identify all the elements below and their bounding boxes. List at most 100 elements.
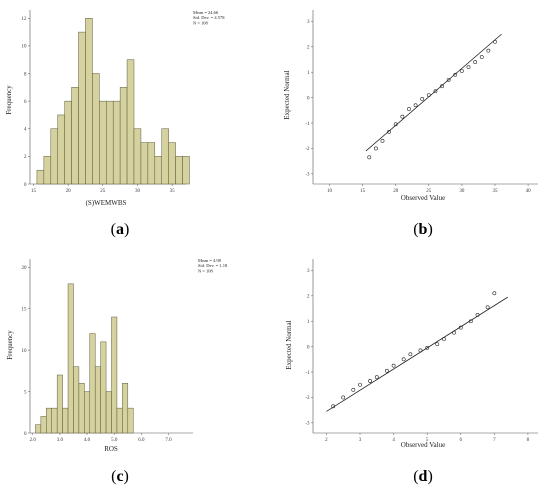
x-tick-label: 30	[459, 189, 465, 194]
x-tick-label: 25	[426, 189, 432, 194]
histogram-bar	[67, 283, 74, 434]
qq-point	[466, 65, 471, 70]
x-tick-label: 25	[100, 189, 106, 194]
histogram-bar	[57, 114, 65, 185]
qq-point	[407, 107, 411, 111]
y-tick-label: 3	[307, 20, 310, 25]
stats-line: Std. Dev. = 1.18	[198, 263, 228, 268]
histogram-bar	[100, 341, 107, 434]
histogram-bar	[43, 156, 52, 185]
histogram-bar	[161, 128, 169, 185]
qq-point	[420, 97, 425, 101]
histogram-bar	[119, 87, 128, 185]
histogram-bar	[99, 100, 107, 185]
y-tick-label: 0	[24, 183, 27, 188]
y-tick-label: 3	[307, 269, 310, 274]
qq-point	[479, 55, 484, 59]
x-tick-label: 5	[426, 438, 429, 443]
y-tick-label: 15	[22, 308, 28, 313]
qq-point	[492, 291, 497, 296]
qq-point	[373, 146, 378, 151]
histogram-bar	[50, 128, 58, 185]
y-tick-label: 1	[307, 71, 310, 76]
chart-panel-3: 2.0 3.0 4.0 5.0 6.0 7.0 0 5 10 15 20 Mean = 4.98Std…	[6, 258, 228, 485]
qq-point	[426, 93, 431, 97]
histogram-bar	[126, 59, 135, 185]
x-tick-label: 7.0	[165, 438, 172, 443]
y-tick-label: -2	[305, 396, 310, 401]
x-tick-label: 5.0	[111, 438, 118, 443]
reference-line	[326, 296, 508, 412]
histogram-bar	[71, 87, 79, 185]
panel-label: (c)	[111, 468, 129, 485]
histogram-bar	[56, 374, 63, 434]
histogram-bar	[182, 156, 190, 185]
histogram-bar	[175, 156, 183, 185]
qq-point	[468, 319, 473, 324]
x-tick-label: 15	[360, 189, 366, 194]
histogram-bar	[92, 73, 100, 185]
histogram-bar	[40, 416, 47, 434]
qq-point	[425, 346, 430, 350]
histogram-bar	[89, 333, 96, 434]
x-tick-label: 40	[526, 189, 532, 194]
x-tick-label: 20	[66, 189, 72, 194]
y-tick-label: 2	[307, 46, 310, 51]
qq-point	[458, 325, 463, 330]
qq-point	[440, 84, 444, 89]
histogram-bar	[85, 18, 93, 185]
histogram-bar	[64, 100, 72, 185]
chart-panel-2: 10 15 20 25 30 35 40 -3 -2 -1 0 1 2 3 Observed Value Ex…	[283, 10, 538, 238]
qq-point	[400, 114, 405, 119]
histogram-bar	[112, 100, 121, 185]
y-tick-label: 1	[307, 320, 310, 325]
histogram-bar	[35, 424, 42, 434]
histogram-bar	[111, 316, 118, 434]
x-tick-label: 10	[327, 189, 333, 194]
y-tick-label: 0	[307, 96, 310, 101]
histogram-bar	[147, 142, 156, 185]
x-tick-label: 7	[493, 438, 496, 443]
x-axis-label: (S)WEMWBS	[86, 199, 127, 207]
qq-point	[384, 368, 389, 373]
x-tick-label: 30	[135, 189, 141, 194]
stats-line: N = 108	[198, 268, 214, 273]
y-tick-label: 4	[24, 128, 27, 133]
y-tick-label: 10	[22, 349, 28, 354]
x-tick-label: 35	[492, 189, 498, 194]
histogram-bar	[154, 156, 162, 185]
qq-point	[368, 379, 372, 383]
qq-point	[393, 122, 398, 127]
stats-line: Mean = 4.98	[198, 258, 222, 263]
panel-label: (d)	[413, 468, 433, 485]
x-tick-label: 2.0	[30, 438, 37, 443]
x-tick-label: 15	[31, 189, 37, 194]
y-tick-label: 2	[24, 155, 27, 160]
qq-point	[408, 352, 413, 357]
qq-point	[459, 69, 464, 73]
histogram-bar	[168, 142, 176, 185]
qq-point	[387, 130, 392, 134]
x-axis-label: Observed Value	[401, 194, 445, 202]
histogram-bar	[140, 142, 149, 185]
qq-point	[331, 404, 336, 409]
x-tick-label: 35	[170, 189, 176, 194]
chart-panel-4: 2 3 4 5 6 7 8 -3 -2 -1 0 1 2 3 Observed Value Expected …	[285, 259, 538, 485]
qq-point	[435, 342, 440, 346]
histogram-bar	[94, 366, 101, 434]
reference-line	[365, 33, 502, 152]
qq-point	[446, 77, 451, 82]
histogram-bar	[73, 366, 80, 434]
qq-point	[473, 60, 478, 64]
qq-point	[418, 348, 423, 353]
y-tick-label: -1	[305, 371, 310, 376]
y-tick-label: -1	[305, 122, 310, 127]
y-tick-label: 8	[24, 72, 27, 77]
y-axis-label: Frequency	[6, 330, 14, 360]
x-axis-label: ROS	[104, 445, 118, 453]
histogram-bar	[78, 383, 85, 434]
y-tick-label: -2	[305, 147, 310, 152]
qq-point	[341, 395, 346, 400]
